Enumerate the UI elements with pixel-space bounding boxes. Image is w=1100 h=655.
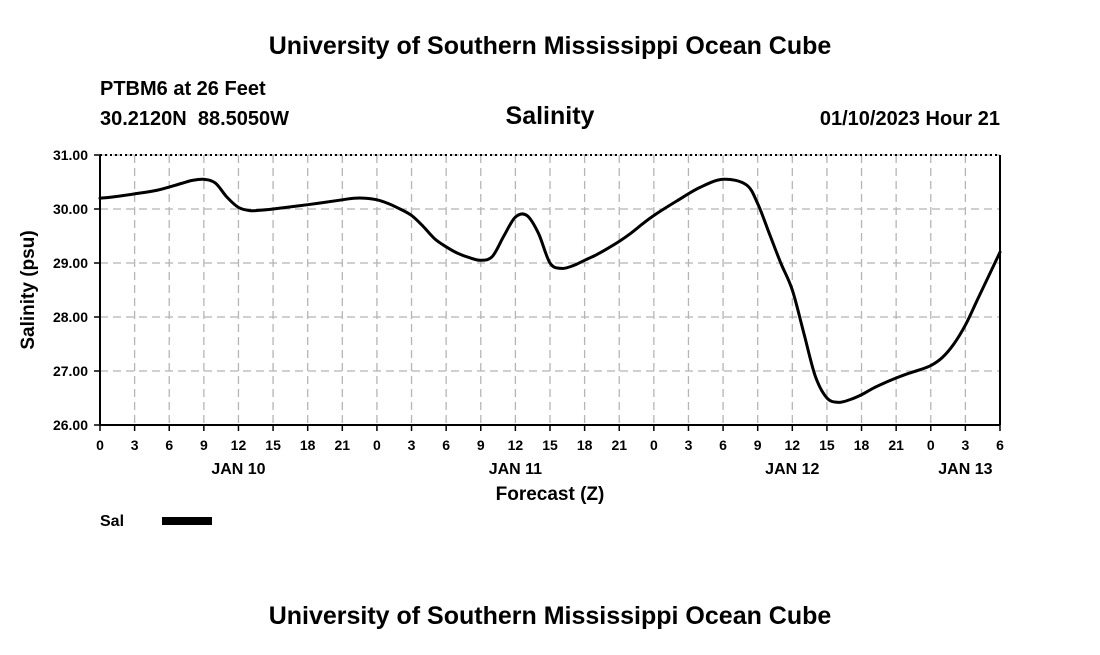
location-label: 30.2120N 88.5050W	[100, 108, 289, 130]
legend: Sal	[100, 513, 212, 530]
chart-subtitle: Salinity	[506, 102, 595, 130]
x-tick-label: 9	[200, 437, 208, 453]
legend-label-sal: Sal	[100, 513, 124, 530]
y-axis-label: Salinity (psu)	[18, 230, 39, 349]
date-label: JAN 10	[211, 461, 265, 478]
x-ticks: 0 3 6 9 12 15 18 21 0 3 6 9 12 15 18 21 0 3 6 9 12 15 18 21 0 3 6	[96, 425, 1004, 453]
footer-title: University of Southern Mississippi Ocean…	[269, 602, 832, 630]
x-tick-label: 6	[719, 437, 727, 453]
x-tick-label: 15	[265, 437, 281, 453]
x-tick-label: 0	[96, 437, 104, 453]
x-tick-label: 15	[542, 437, 558, 453]
x-tick-label: 18	[577, 437, 593, 453]
date-label: JAN 11	[489, 461, 542, 478]
grid-lines	[100, 154, 1000, 425]
x-tick-label: 15	[819, 437, 835, 453]
x-axis-label: Forecast (Z)	[496, 484, 605, 505]
station-label: PTBM6 at 26 Feet	[100, 78, 266, 100]
chart-title: University of Southern Mississippi Ocean…	[269, 32, 832, 60]
y-tick-label: 31.00	[53, 147, 88, 163]
y-tick-label: 27.00	[53, 363, 88, 379]
date-labels: JAN 10 JAN 11 JAN 12 JAN 13	[211, 461, 992, 478]
series-line-sal	[98, 177, 1002, 404]
timestamp-label: 01/10/2023 Hour 21	[820, 108, 1000, 130]
x-tick-label: 18	[854, 437, 870, 453]
x-tick-label: 12	[785, 437, 801, 453]
x-tick-label: 12	[508, 437, 524, 453]
x-tick-label: 3	[131, 437, 139, 453]
x-tick-label: 21	[335, 437, 351, 453]
x-tick-label: 3	[685, 437, 693, 453]
series-group	[98, 177, 1002, 404]
y-tick-label: 30.00	[53, 201, 88, 217]
x-tick-label: 12	[231, 437, 247, 453]
x-tick-label: 3	[408, 437, 416, 453]
y-ticks: 26.00 27.00 28.00 29.00 30.00 31.00	[53, 147, 100, 433]
x-tick-label: 0	[650, 437, 658, 453]
x-tick-label: 21	[888, 437, 904, 453]
x-tick-label: 6	[165, 437, 173, 453]
y-tick-label: 28.00	[53, 309, 88, 325]
x-tick-label: 9	[477, 437, 485, 453]
x-tick-label: 0	[373, 437, 381, 453]
x-tick-label: 0	[927, 437, 935, 453]
x-tick-label: 6	[996, 437, 1004, 453]
date-label: JAN 13	[938, 461, 992, 478]
x-tick-label: 18	[300, 437, 316, 453]
x-tick-label: 3	[961, 437, 969, 453]
y-tick-label: 26.00	[53, 417, 88, 433]
y-tick-label: 29.00	[53, 255, 88, 271]
x-tick-label: 6	[442, 437, 450, 453]
date-label: JAN 12	[765, 461, 819, 478]
x-tick-label: 21	[611, 437, 627, 453]
x-tick-label: 9	[754, 437, 762, 453]
